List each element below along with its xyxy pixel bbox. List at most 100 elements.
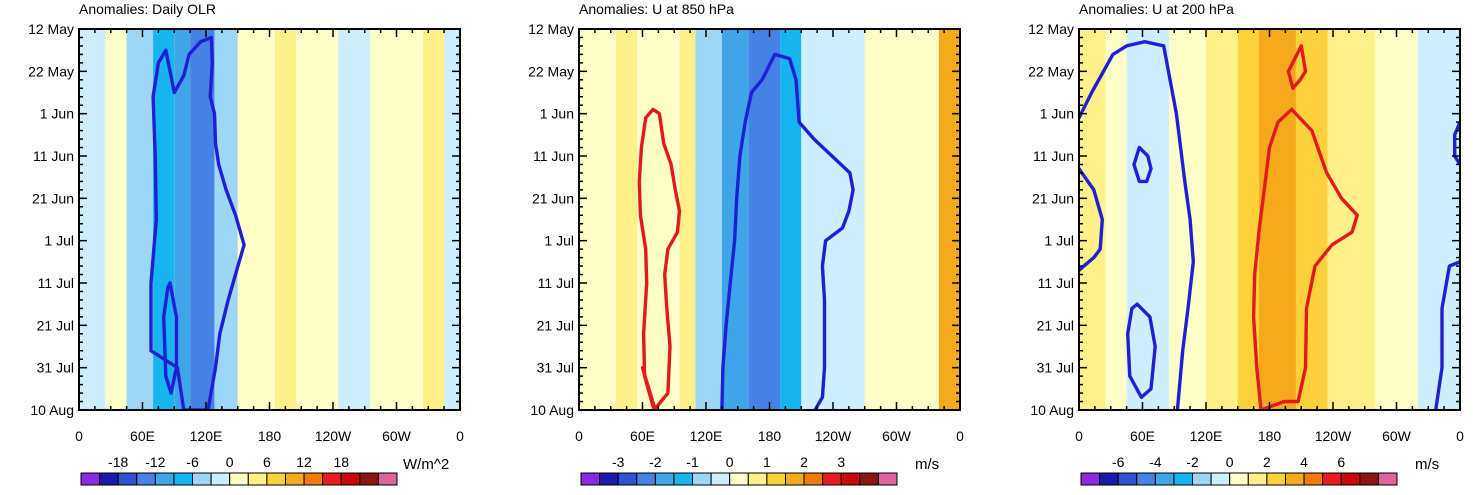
contour-blue-2 xyxy=(161,281,179,395)
y-tick-label: 1 Jul xyxy=(44,233,74,249)
colorbar-swatch xyxy=(154,472,175,486)
x-tick-label: 0 xyxy=(1456,428,1464,444)
colorbar-swatch xyxy=(1192,472,1212,486)
colorbar-swatch xyxy=(266,472,286,486)
x-tick-label: 120W xyxy=(315,428,352,444)
x-tick-label: 60W xyxy=(382,428,412,444)
colorbar-swatch xyxy=(617,472,638,486)
x-tick-label: 120E xyxy=(690,428,723,444)
colorbar-tick-label: 3 xyxy=(837,454,845,470)
colorbar-swatch xyxy=(877,472,898,486)
colorbar-swatch xyxy=(192,472,212,486)
shade-band-12 xyxy=(370,29,423,410)
y-tick-label: 21 Jul xyxy=(37,317,74,333)
colorbar-swatch xyxy=(803,472,824,486)
colorbar-swatch xyxy=(692,472,712,486)
colorbar-swatch xyxy=(654,472,675,486)
colorbar-swatch xyxy=(359,472,379,486)
shade-band-2 xyxy=(616,29,638,410)
colorbar-tick-label: 0 xyxy=(726,454,734,470)
x-tick-label: 0 xyxy=(75,428,83,444)
y-tick-label: 22 May xyxy=(528,63,574,79)
colorbar-tick-label: 18 xyxy=(333,454,349,470)
y-tick-label: 11 Jun xyxy=(533,148,574,164)
colorbar-swatch xyxy=(1322,472,1342,486)
y-tick-label: 21 Jul xyxy=(537,317,574,333)
y-tick-label: 31 Jul xyxy=(37,360,74,376)
colorbar-tick-label: 12 xyxy=(296,454,312,470)
colorbar-swatch xyxy=(1359,472,1379,486)
contour-blue-4 xyxy=(1079,166,1105,272)
colorbar-swatch xyxy=(673,472,694,486)
shade-band-13 xyxy=(422,29,445,410)
y-tick-label: 1 Jun xyxy=(1040,106,1074,122)
colorbar-swatch xyxy=(284,472,305,486)
shade-band-14 xyxy=(444,29,460,410)
y-tick-label: 1 Jun xyxy=(40,106,74,122)
x-tick-label: 60W xyxy=(882,428,912,444)
shade-band-8 xyxy=(1295,29,1328,410)
x-tick-label: 180 xyxy=(1258,428,1282,444)
x-tick-label: 60E xyxy=(1130,428,1155,444)
colorbar-swatch xyxy=(377,472,398,486)
y-tick-label: 12 May xyxy=(1028,21,1074,37)
colorbar-swatch xyxy=(710,472,731,486)
colorbar-tick-label: 0 xyxy=(1226,454,1234,470)
shade-band-11 xyxy=(338,29,371,410)
x-tick-label: 0 xyxy=(1075,428,1083,444)
plot-area xyxy=(579,29,960,410)
shade-band-9 xyxy=(1327,29,1376,410)
colorbar-units: m/s xyxy=(1415,456,1439,473)
y-tick-label: 11 Jun xyxy=(1033,148,1074,164)
colorbar-swatch xyxy=(1117,472,1138,486)
panel-3: Anomalies: U at 200 hPa 0 60E 120E 180 120W 60… xyxy=(1028,1,1464,486)
colorbar-tick-label: 2 xyxy=(1263,454,1271,470)
colorbar-swatch xyxy=(1154,472,1175,486)
shade-band-10 xyxy=(1375,29,1418,410)
shade-band-1 xyxy=(79,29,106,410)
contour-blue-3 xyxy=(720,52,855,410)
y-tick-label: 21 Jun xyxy=(32,190,74,206)
colorbar-swatch xyxy=(747,472,768,486)
colorbar-swatch xyxy=(840,472,861,486)
shade-band-4 xyxy=(153,29,175,410)
contour-red-1 xyxy=(1286,44,1308,91)
colorbar-tick-label: 1 xyxy=(763,454,771,470)
colorbar-swatch xyxy=(1266,472,1286,486)
panel-2: Anomalies: U at 850 hPa 0 60E 120E 180 120W 60… xyxy=(528,1,964,486)
shade-band-8 xyxy=(237,29,275,410)
panel-title: Anomalies: U at 850 hPa xyxy=(579,1,734,17)
panel-title: Anomalies: U at 200 hPa xyxy=(1079,1,1234,17)
y-tick-label: 1 Jul xyxy=(1044,233,1074,249)
colorbar-swatch xyxy=(80,472,101,486)
colorbar-swatch xyxy=(1247,472,1268,486)
colorbar-swatch xyxy=(1377,472,1398,486)
y-tick-label: 31 Jul xyxy=(537,360,574,376)
contour-red-2 xyxy=(1251,107,1360,410)
colorbar-swatch xyxy=(859,472,879,486)
shade-band-12 xyxy=(938,29,960,410)
colorbar-swatch xyxy=(784,472,805,486)
x-tick-label: 120E xyxy=(1190,428,1223,444)
x-tick-label: 60E xyxy=(130,428,155,444)
colorbar-tick-label: 4 xyxy=(1300,454,1308,470)
colorbar-swatch xyxy=(99,472,119,486)
colorbar-tick-label: -2 xyxy=(649,454,662,470)
colorbar-tick-label: -6 xyxy=(186,454,199,470)
contour-blue-1 xyxy=(149,35,246,410)
colorbar-swatch xyxy=(117,472,138,486)
shade-band-4 xyxy=(679,29,696,410)
shade-band-11 xyxy=(1417,29,1460,410)
colorbar-tick-label: -3 xyxy=(612,454,625,470)
colorbar-units: W/m^2 xyxy=(403,456,449,473)
colorbar-swatch xyxy=(599,472,619,486)
y-tick-label: 22 May xyxy=(28,63,74,79)
colorbar-swatch xyxy=(303,472,324,486)
x-tick-label: 0 xyxy=(456,428,464,444)
x-tick-label: 120W xyxy=(1315,428,1352,444)
x-tick-label: 60W xyxy=(1382,428,1412,444)
y-tick-label: 22 May xyxy=(1028,63,1074,79)
y-tick-label: 21 Jun xyxy=(532,190,574,206)
y-tick-label: 12 May xyxy=(528,21,574,37)
